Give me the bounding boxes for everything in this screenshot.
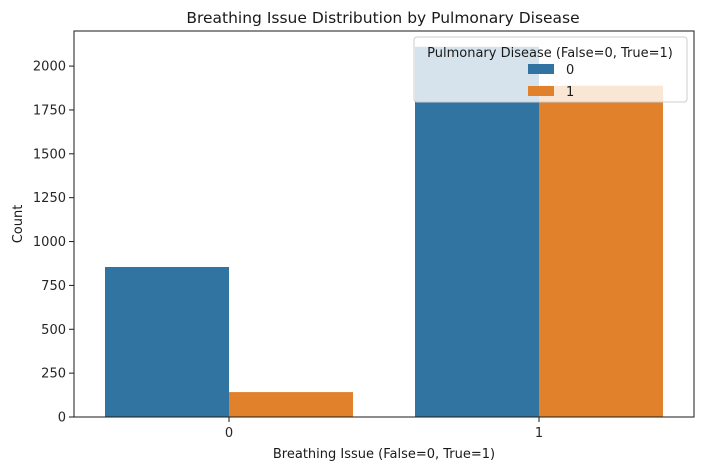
y-tick-label: 750 [41,279,66,294]
y-tick-label: 500 [41,323,66,338]
x-tick-label: 1 [535,426,543,441]
chart-title: Breathing Issue Distribution by Pulmonar… [186,9,579,27]
bar-0-series-1 [229,392,353,417]
y-tick-label: 1250 [33,191,66,206]
legend-swatch-series-0 [528,64,554,74]
x-tick-label: 0 [225,426,233,441]
y-tick-label: 1750 [33,103,66,118]
legend-swatch-series-1 [528,86,554,96]
y-axis: 0 250 500 750 1000 1250 1500 1750 2000 [33,60,74,426]
y-axis-label: Count [11,205,26,244]
legend-title: Pulmonary Disease (False=0, True=1) [427,46,673,61]
legend-label-series-1: 1 [566,85,574,100]
y-tick-label: 0 [58,411,66,426]
y-tick-label: 1000 [33,235,66,250]
bar-1-series-0 [415,46,539,418]
y-tick-label: 1500 [33,147,66,162]
y-tick-label: 250 [41,367,66,382]
legend: Pulmonary Disease (False=0, True=1) 0 1 [413,36,688,103]
bar-0-series-0 [105,266,229,417]
bar-1-series-1 [539,85,663,417]
bars-group [105,46,663,418]
x-axis-label: Breathing Issue (False=0, True=1) [273,447,495,462]
plot-frame [73,30,695,418]
legend-label-series-0: 0 [566,63,574,78]
y-tick-label: 2000 [33,60,66,75]
